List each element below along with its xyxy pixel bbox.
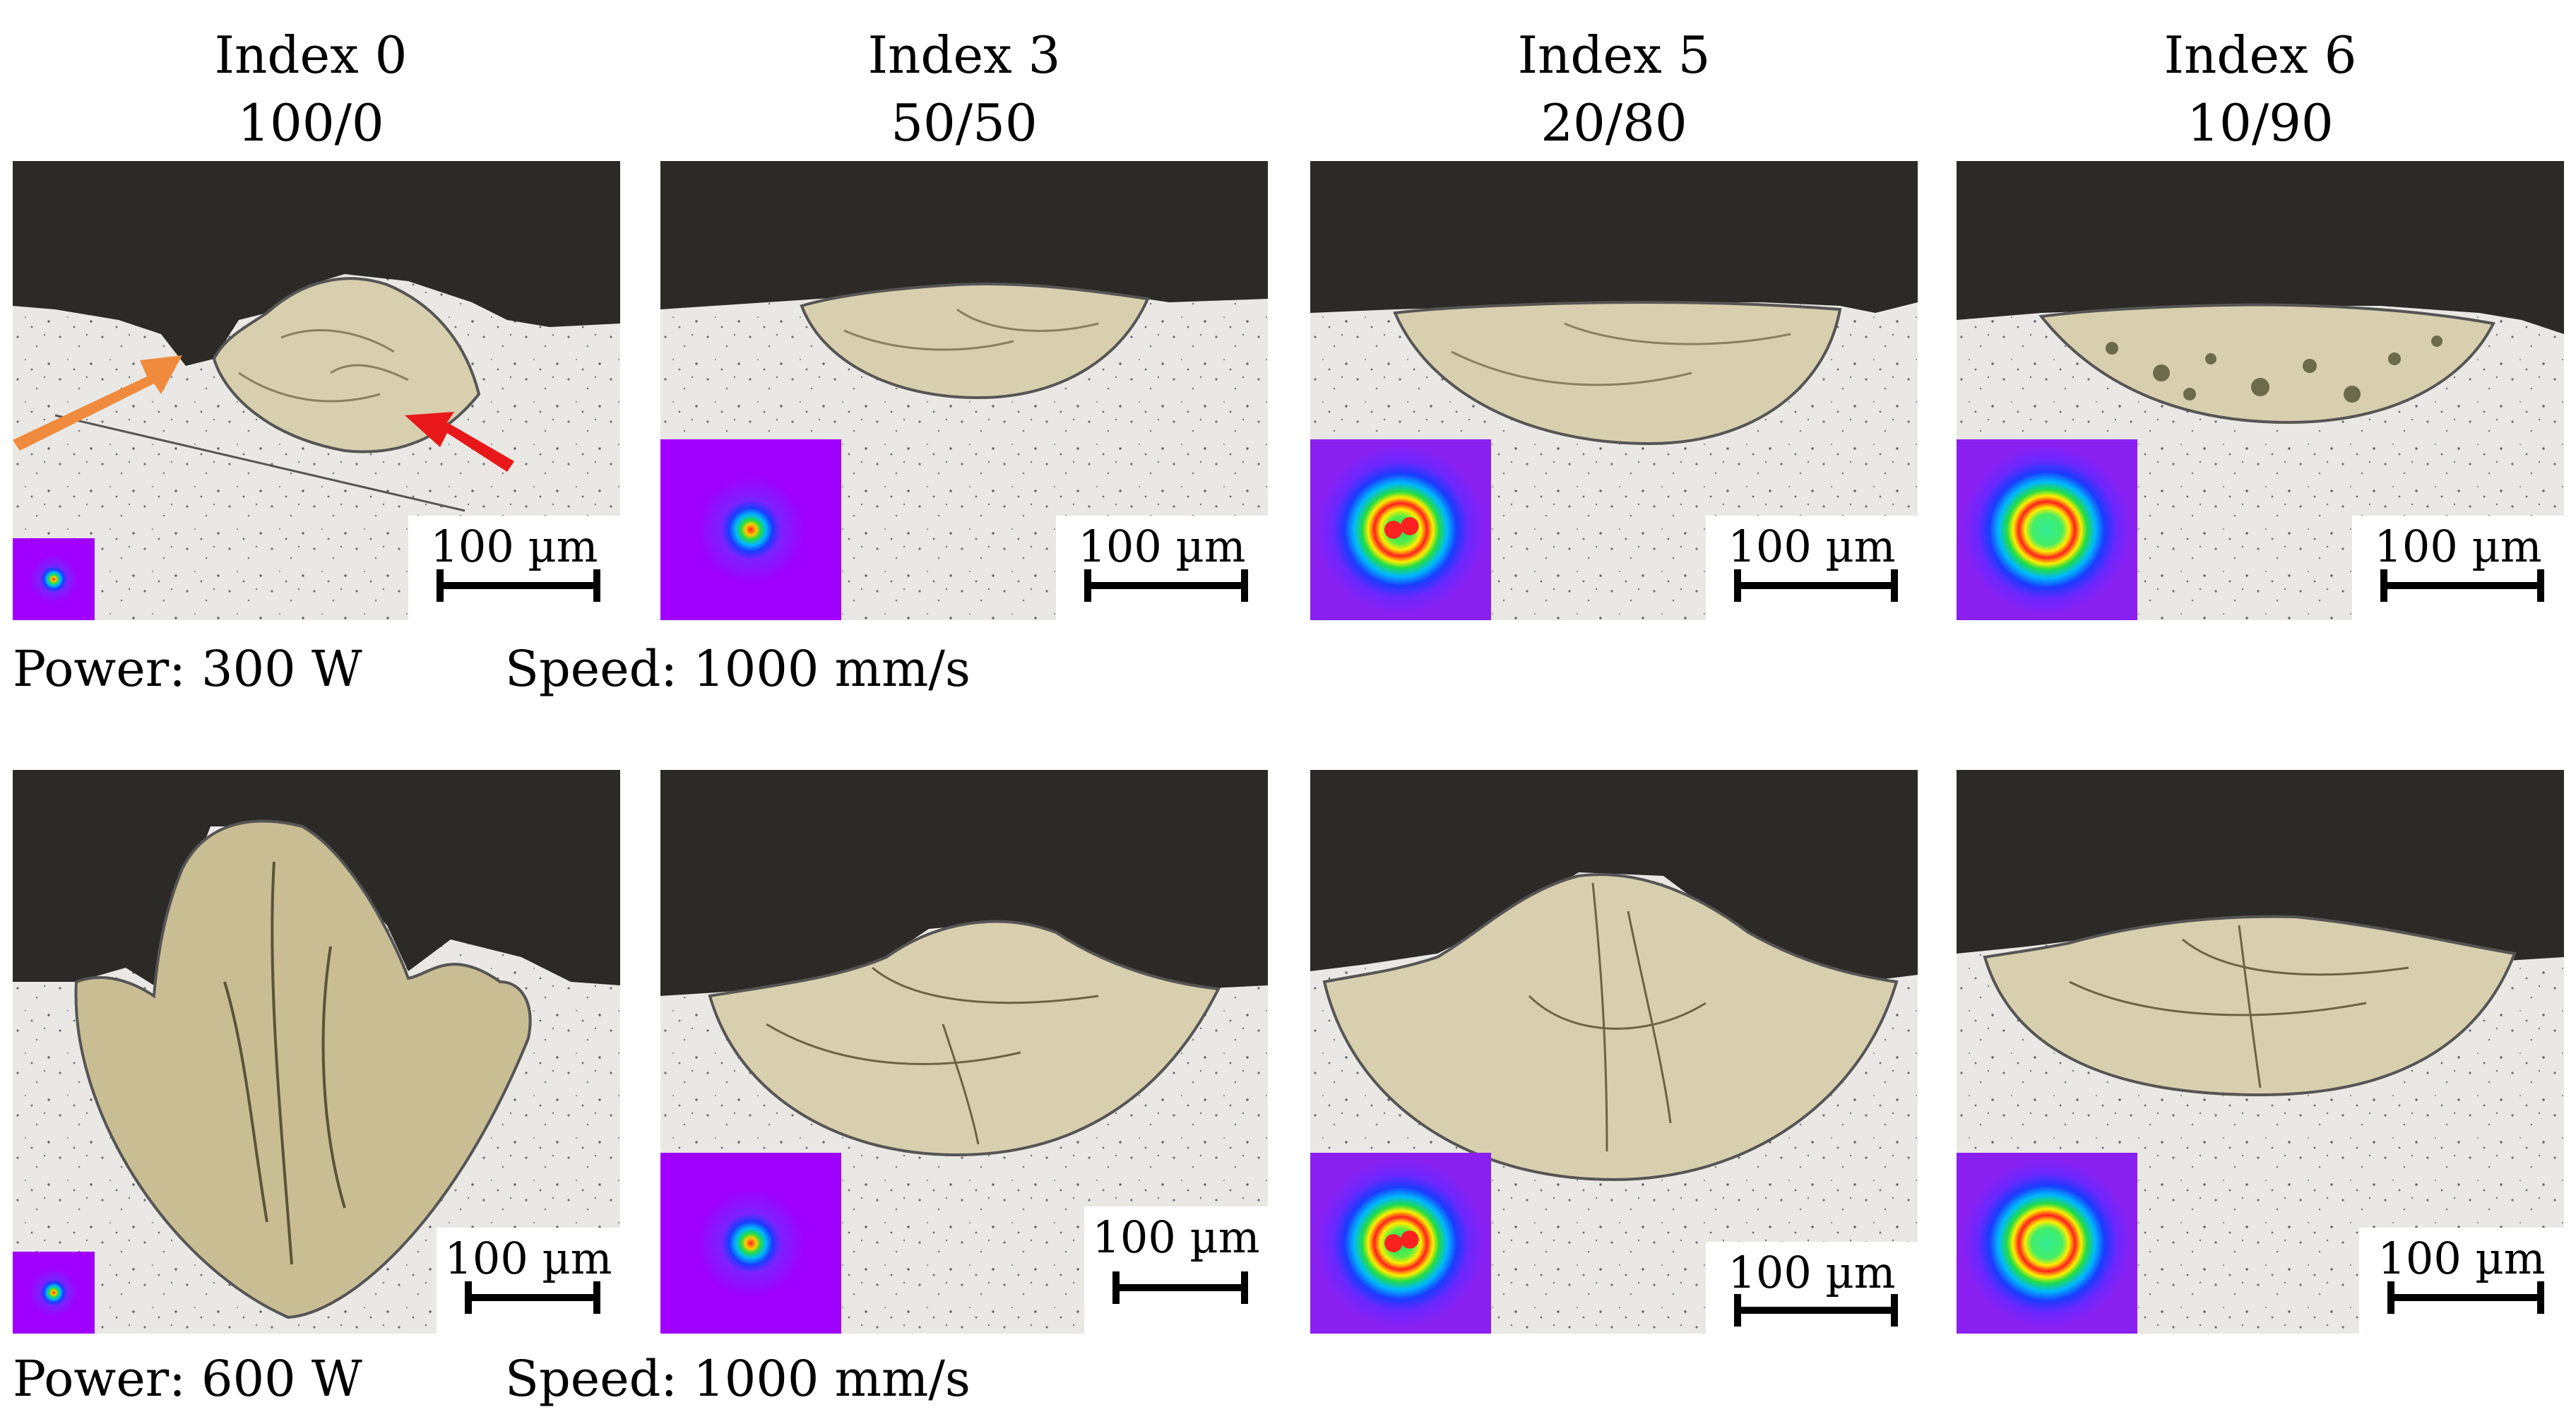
beam-profile-inset	[660, 439, 841, 620]
scale-bar-line	[437, 569, 600, 602]
scale-bar-line	[2380, 569, 2544, 602]
scale-bar-label: 100 µm	[2374, 521, 2542, 572]
index-label: Index 6	[2164, 25, 2357, 85]
speed-label-row-1: Speed: 1000 mm/s	[505, 640, 971, 698]
beam-profile-inset	[13, 538, 95, 620]
scale-bar-label: 100 µm	[1092, 1211, 1260, 1263]
speed-label-row-2: Speed: 1000 mm/s	[505, 1350, 971, 1408]
scale-bar: 100 µm	[1706, 516, 1918, 620]
scale-bar-line	[465, 1281, 600, 1314]
orange-arrow	[13, 355, 182, 451]
micrograph-image	[13, 161, 620, 620]
micrograph-image	[1310, 770, 1918, 1334]
scale-bar: 100 µm	[1706, 1242, 1918, 1334]
scale-bar-label: 100 µm	[1728, 521, 1896, 572]
micrograph-index-0-300w: 100 µm	[13, 161, 620, 620]
scale-bar: 100 µm	[2352, 516, 2564, 620]
scale-bar-label: 100 µm	[1728, 1247, 1896, 1298]
scale-bar-label: 100 µm	[444, 1233, 612, 1284]
power-label-row-1: Power: 300 W	[13, 640, 362, 698]
column-header-index-0: Index 0 100/0	[7, 21, 615, 157]
scale-bar-label: 100 µm	[1078, 521, 1246, 572]
beam-profile-inset	[1310, 439, 1491, 620]
index-label: Index 3	[867, 25, 1061, 85]
beam-profile-inset	[13, 1252, 95, 1334]
micrograph-index-5-600w: 100 µm	[1310, 770, 1918, 1334]
scale-bar: 100 µm	[408, 516, 620, 620]
index-label: Index 0	[214, 25, 408, 85]
power-label-row-2: Power: 600 W	[13, 1350, 362, 1408]
scale-bar-line	[1734, 1294, 1898, 1327]
micrograph-index-3-300w: 100 µm	[660, 161, 1268, 620]
scale-bar-line	[2387, 1281, 2544, 1314]
beam-profile-inset	[1957, 439, 2137, 620]
micrograph-image	[13, 770, 620, 1334]
column-header-index-5: Index 5 20/80	[1310, 21, 1918, 157]
beam-profile-inset	[1957, 1153, 2137, 1334]
micrograph-index-0-600w: 100 µm	[13, 770, 620, 1334]
scale-bar: 100 µm	[2359, 1228, 2564, 1334]
micrograph-index-6-300w: 100 µm	[1957, 161, 2564, 620]
scale-bar-line	[1084, 569, 1248, 602]
beam-profile-inset	[660, 1153, 841, 1334]
scale-bar: 100 µm	[437, 1228, 620, 1334]
scale-bar-line	[1112, 1271, 1248, 1304]
ratio-label: 10/90	[2187, 93, 2334, 153]
scale-bar: 100 µm	[1084, 1206, 1268, 1334]
scale-bar-label: 100 µm	[430, 521, 598, 572]
ratio-label: 100/0	[237, 93, 384, 153]
scale-bar-line	[1734, 569, 1898, 602]
micrograph-index-6-600w: 100 µm	[1957, 770, 2564, 1334]
micrograph-index-5-300w: 100 µm	[1310, 161, 1918, 620]
index-label: Index 5	[1517, 25, 1711, 85]
ratio-label: 20/80	[1541, 93, 1687, 153]
red-arrow	[405, 412, 514, 472]
ratio-label: 50/50	[891, 93, 1038, 153]
micrograph-index-3-600w: 100 µm	[660, 770, 1268, 1334]
column-header-index-6: Index 6 10/90	[1957, 21, 2564, 157]
scale-bar-label: 100 µm	[2378, 1233, 2546, 1284]
scale-bar: 100 µm	[1056, 516, 1268, 620]
column-header-index-3: Index 3 50/50	[660, 21, 1268, 157]
beam-profile-inset	[1310, 1153, 1491, 1334]
